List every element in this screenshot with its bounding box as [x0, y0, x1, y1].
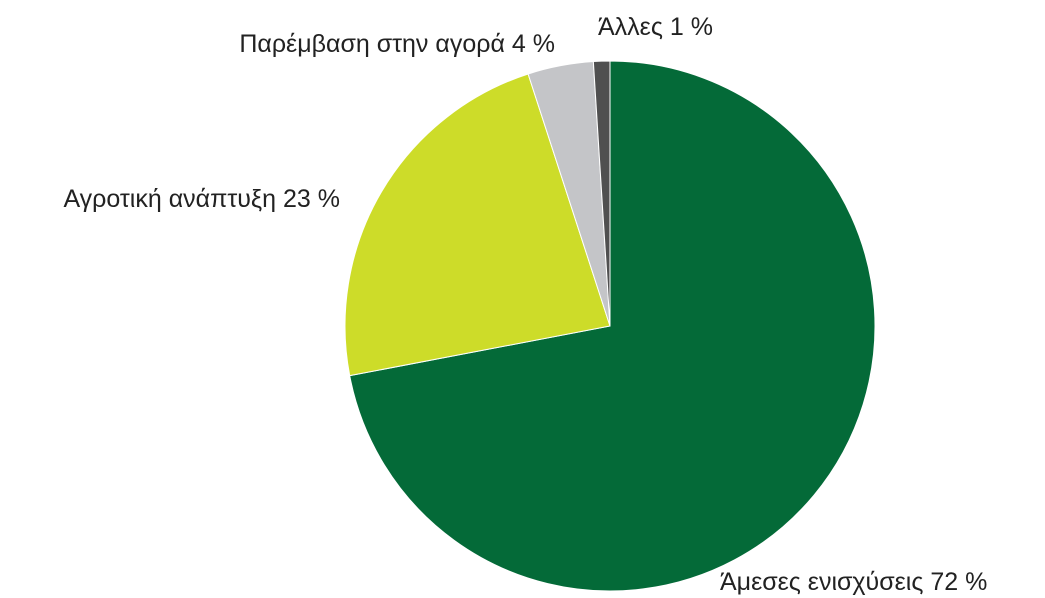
- value-label: 1 %: [670, 13, 713, 41]
- category-name: Άμεσες ενισχύσεις: [720, 568, 923, 596]
- category-name: Παρέμβαση στην αγορά: [239, 30, 505, 58]
- pie-slice: [349, 60, 876, 592]
- value-label: 72 %: [930, 568, 987, 596]
- value-label: 23 %: [283, 185, 340, 213]
- pie-slice: [592, 60, 611, 327]
- pie-slice: [344, 73, 611, 377]
- slice-label: Παρέμβαση στην αγορά 4 %: [239, 30, 555, 58]
- slice-label: Άμεσες ενισχύσεις 72 %: [720, 568, 987, 596]
- slice-label: Άλλες 1 %: [598, 13, 713, 41]
- value-label: 4 %: [512, 30, 555, 58]
- slice-label: Αγροτική ανάπτυξη 23 %: [63, 185, 340, 213]
- category-name: Αγροτική ανάπτυξη: [63, 185, 276, 213]
- category-name: Άλλες: [598, 13, 663, 41]
